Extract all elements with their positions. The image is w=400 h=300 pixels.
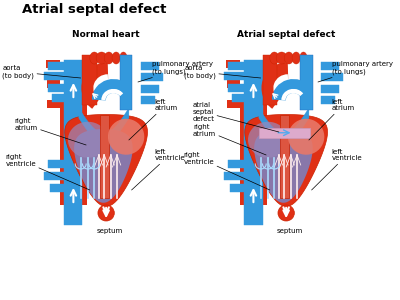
Text: left
atrium: left atrium — [129, 98, 178, 140]
Polygon shape — [48, 62, 66, 70]
Ellipse shape — [112, 52, 120, 64]
Polygon shape — [321, 96, 335, 104]
Text: pulmonary artery
(to lungs): pulmonary artery (to lungs) — [318, 61, 393, 82]
Polygon shape — [226, 60, 240, 68]
Polygon shape — [48, 160, 66, 168]
Polygon shape — [224, 172, 246, 180]
Ellipse shape — [96, 52, 107, 64]
Polygon shape — [259, 108, 309, 143]
Polygon shape — [244, 60, 262, 225]
Polygon shape — [47, 80, 60, 88]
Polygon shape — [141, 62, 159, 70]
Polygon shape — [227, 100, 240, 108]
Polygon shape — [321, 62, 339, 70]
Text: right
atrium: right atrium — [193, 124, 266, 155]
Polygon shape — [79, 108, 129, 143]
Text: left
ventricle: left ventricle — [312, 148, 362, 190]
Polygon shape — [60, 100, 87, 205]
Polygon shape — [321, 85, 339, 93]
Text: Atrial septal defect: Atrial septal defect — [22, 3, 167, 16]
Text: aorta
(to body): aorta (to body) — [184, 65, 261, 79]
Polygon shape — [50, 184, 66, 192]
Text: right
ventricle: right ventricle — [184, 152, 270, 190]
Ellipse shape — [98, 205, 114, 221]
Polygon shape — [74, 129, 133, 203]
Polygon shape — [46, 60, 60, 68]
Ellipse shape — [120, 52, 127, 64]
Polygon shape — [44, 172, 66, 180]
Polygon shape — [259, 128, 310, 138]
Text: right
ventricle: right ventricle — [6, 154, 90, 190]
Ellipse shape — [270, 52, 279, 64]
Polygon shape — [228, 62, 246, 70]
Polygon shape — [52, 94, 66, 102]
Polygon shape — [262, 55, 277, 105]
Polygon shape — [48, 84, 66, 92]
Ellipse shape — [292, 52, 300, 64]
Polygon shape — [227, 80, 240, 88]
Text: right
atrium: right atrium — [15, 118, 86, 145]
Polygon shape — [100, 115, 109, 198]
Polygon shape — [321, 73, 344, 81]
Polygon shape — [288, 119, 324, 155]
Polygon shape — [232, 94, 246, 102]
Polygon shape — [300, 55, 312, 110]
Polygon shape — [64, 60, 82, 225]
Ellipse shape — [284, 52, 294, 64]
Polygon shape — [65, 115, 148, 206]
Polygon shape — [47, 100, 60, 108]
Polygon shape — [141, 96, 155, 104]
Text: septum: septum — [97, 228, 123, 234]
Polygon shape — [141, 73, 164, 81]
Polygon shape — [228, 84, 246, 92]
Text: left
atrium: left atrium — [309, 98, 355, 140]
Ellipse shape — [90, 52, 99, 64]
Text: aorta
(to body): aorta (to body) — [2, 65, 81, 79]
Ellipse shape — [300, 52, 307, 64]
Polygon shape — [254, 129, 313, 203]
Polygon shape — [141, 85, 159, 93]
Ellipse shape — [276, 52, 287, 64]
Text: septum: septum — [277, 228, 303, 234]
Polygon shape — [68, 122, 108, 158]
Text: pulmonary artery
(to lungs): pulmonary artery (to lungs) — [138, 61, 214, 82]
Text: Normal heart: Normal heart — [72, 30, 140, 39]
Polygon shape — [230, 184, 246, 192]
Polygon shape — [240, 100, 267, 205]
Polygon shape — [44, 72, 66, 80]
Polygon shape — [248, 122, 288, 158]
Polygon shape — [224, 72, 246, 80]
Polygon shape — [120, 55, 132, 110]
Text: atrial
septal
defect: atrial septal defect — [192, 102, 279, 132]
Text: left
ventricle: left ventricle — [132, 148, 185, 190]
Polygon shape — [245, 115, 328, 206]
Polygon shape — [228, 160, 246, 168]
Polygon shape — [280, 115, 289, 198]
Polygon shape — [82, 55, 97, 105]
Ellipse shape — [278, 205, 294, 221]
Text: Atrial septal defect: Atrial septal defect — [237, 30, 335, 39]
Polygon shape — [108, 119, 144, 155]
Ellipse shape — [104, 52, 113, 64]
